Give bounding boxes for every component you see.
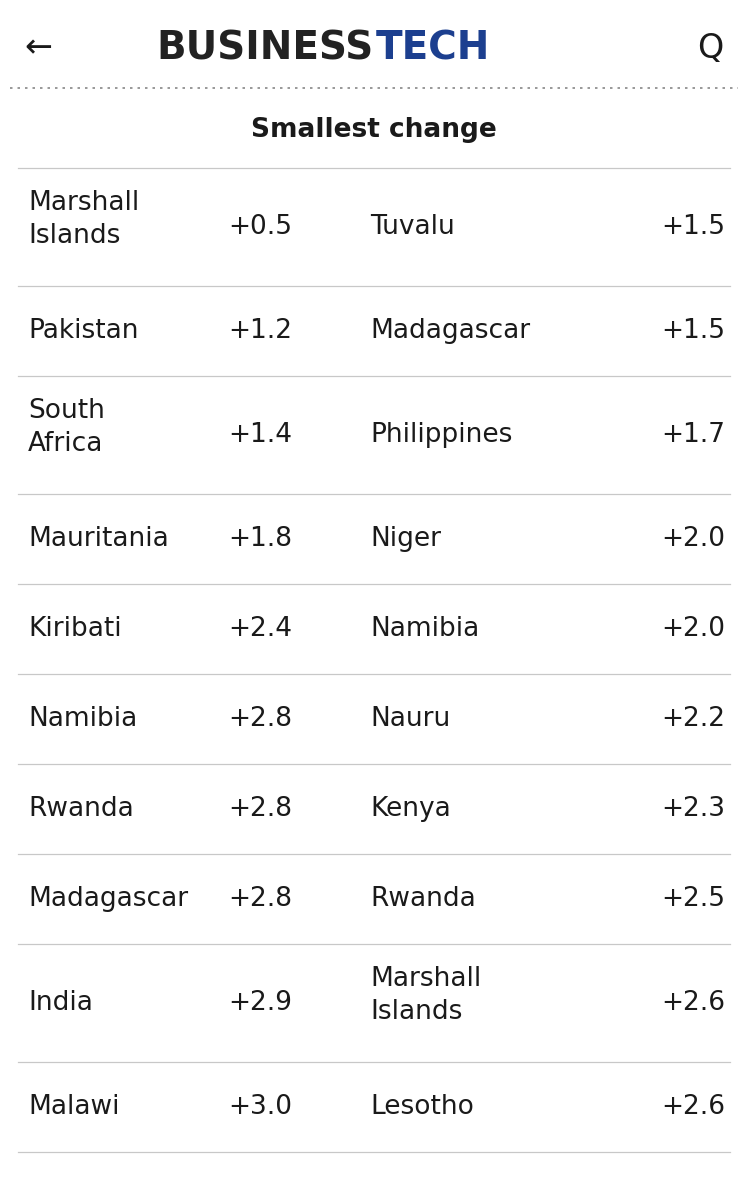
Text: +3.0: +3.0	[228, 1094, 292, 1120]
Text: Lesotho: Lesotho	[370, 1094, 474, 1120]
Text: +2.5: +2.5	[661, 886, 725, 912]
Text: +2.8: +2.8	[228, 706, 292, 732]
Text: Rwanda: Rwanda	[28, 796, 134, 822]
Text: +2.2: +2.2	[661, 706, 725, 732]
Text: Nauru: Nauru	[370, 706, 450, 732]
Text: Q: Q	[697, 31, 723, 65]
Text: Namibia: Namibia	[370, 616, 479, 642]
Text: +1.5: +1.5	[661, 214, 725, 240]
Text: +2.3: +2.3	[661, 796, 725, 822]
Text: Namibia: Namibia	[28, 706, 137, 732]
Text: Mauritania: Mauritania	[28, 526, 169, 552]
Text: Marshall
Islands: Marshall Islands	[370, 966, 481, 1025]
Text: Malawi: Malawi	[28, 1094, 120, 1120]
Text: +1.8: +1.8	[228, 526, 292, 552]
Text: Smallest change: Smallest change	[251, 116, 497, 143]
Text: Kenya: Kenya	[370, 796, 451, 822]
Text: Marshall
Islands: Marshall Islands	[28, 190, 139, 248]
Text: India: India	[28, 990, 93, 1016]
Text: +2.6: +2.6	[661, 990, 725, 1016]
Text: +2.0: +2.0	[661, 526, 725, 552]
Text: +2.4: +2.4	[228, 616, 292, 642]
Text: South
Africa: South Africa	[28, 398, 105, 457]
Text: BUSINESS: BUSINESS	[157, 29, 374, 67]
Text: Niger: Niger	[370, 526, 441, 552]
Text: TECH: TECH	[376, 29, 491, 67]
Text: +2.9: +2.9	[228, 990, 292, 1016]
Text: +1.2: +1.2	[228, 318, 292, 344]
Text: Philippines: Philippines	[370, 422, 512, 448]
Text: Pakistan: Pakistan	[28, 318, 138, 344]
Text: +2.0: +2.0	[661, 616, 725, 642]
Text: Kiribati: Kiribati	[28, 616, 122, 642]
Text: Rwanda: Rwanda	[370, 886, 476, 912]
Text: Madagascar: Madagascar	[28, 886, 188, 912]
Text: +2.8: +2.8	[228, 886, 292, 912]
Text: +1.7: +1.7	[661, 422, 725, 448]
Text: Tuvalu: Tuvalu	[370, 214, 455, 240]
Text: Madagascar: Madagascar	[370, 318, 530, 344]
Text: +2.8: +2.8	[228, 796, 292, 822]
Text: +1.4: +1.4	[228, 422, 292, 448]
Text: +2.6: +2.6	[661, 1094, 725, 1120]
Text: +0.5: +0.5	[228, 214, 292, 240]
Text: +1.5: +1.5	[661, 318, 725, 344]
Text: ←: ←	[24, 31, 52, 65]
